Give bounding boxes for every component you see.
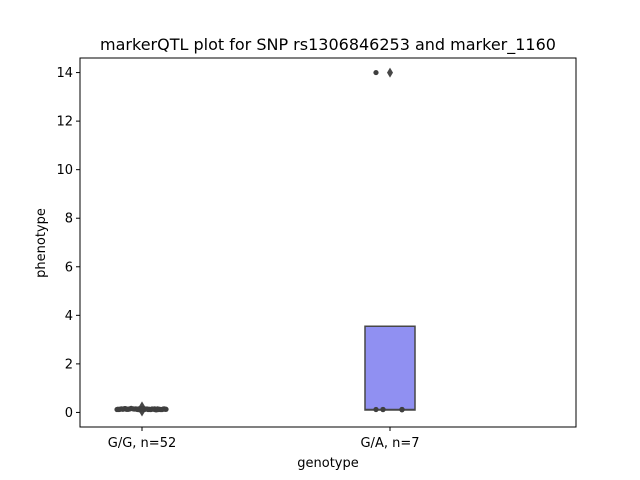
data-point xyxy=(144,406,150,412)
data-point xyxy=(373,69,379,76)
data-point xyxy=(150,406,156,412)
data-point xyxy=(115,406,121,412)
plot-area xyxy=(114,67,416,417)
y-tick-label: 4 xyxy=(65,309,73,324)
points-1 xyxy=(373,69,405,413)
y-tick-label: 10 xyxy=(56,163,73,178)
data-point xyxy=(154,406,161,412)
data-point xyxy=(135,406,141,413)
box-body xyxy=(364,325,416,411)
y-tick-label: 2 xyxy=(65,357,73,372)
data-point xyxy=(399,406,405,413)
points-0 xyxy=(114,405,169,413)
y-tick-label: 0 xyxy=(65,406,73,421)
y-tick-label: 6 xyxy=(65,260,73,275)
x-tick-label: G/G, n=52 xyxy=(108,436,176,451)
y-tick-label: 8 xyxy=(65,212,73,227)
plot-frame xyxy=(79,57,577,428)
outlier-marker xyxy=(387,67,393,78)
y-tick-label: 14 xyxy=(56,66,73,81)
x-axis: G/G, n=52 G/A, n=7 xyxy=(108,427,420,451)
x-axis-label: genotype xyxy=(297,456,358,471)
data-point xyxy=(139,406,146,412)
data-point xyxy=(124,406,130,412)
data-point xyxy=(380,406,386,413)
y-tick-label: 12 xyxy=(56,115,73,130)
data-point xyxy=(373,406,379,413)
data-point xyxy=(159,406,165,413)
data-point xyxy=(130,406,136,412)
box-1 xyxy=(364,67,416,411)
y-axis: 0 2 4 6 8 10 12 14 xyxy=(56,66,80,421)
chart-title: markerQTL plot for SNP rs1306846253 and … xyxy=(100,35,556,55)
x-tick-label: G/A, n=7 xyxy=(360,436,419,451)
y-axis-label: phenotype xyxy=(34,208,49,278)
data-point xyxy=(120,406,126,412)
